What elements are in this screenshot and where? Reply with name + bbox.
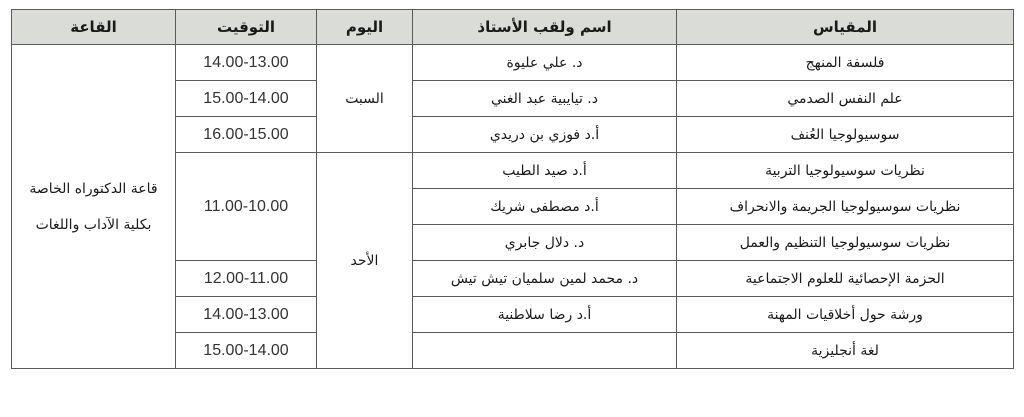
time-cell: 12.00-11.00: [175, 260, 317, 297]
professor-cell: د. تيايبية عبد الغني: [412, 80, 677, 117]
header-day: اليوم: [316, 9, 413, 45]
professor-cell: د. محمد لمين سلميان تيش تيش: [412, 260, 677, 297]
time-cell: 11.00-10.00: [175, 152, 317, 261]
course-cell: سوسيولوجيا العُنف: [676, 116, 1014, 153]
header-row: المقياس اسم ولقب الأستاذ اليوم التوقيت ا…: [11, 9, 1014, 45]
time-cell: 14.00-13.00: [175, 296, 317, 333]
time-cell: 15.00-14.00: [175, 332, 317, 369]
course-cell: نظريات سوسيولوجيا التربية: [676, 152, 1014, 189]
professor-cell: د. دلال جابري: [412, 224, 677, 261]
professor-cell: أ.د مصطفى شريك: [412, 188, 677, 225]
header-time: التوقيت: [175, 9, 317, 45]
table-row: نظريات سوسيولوجيا التنظيم والعمل د. دلال…: [12, 224, 1014, 261]
day-cell: الأحد: [316, 152, 413, 369]
header-course: المقياس: [676, 9, 1014, 45]
header-hall: القاعة: [11, 9, 176, 45]
professor-cell: د. علي عليوة: [412, 44, 677, 81]
table-row: علم النفس الصدمي د. تيايبية عبد الغني 15…: [12, 80, 1014, 117]
time-cell: 15.00-14.00: [175, 80, 317, 117]
course-cell: علم النفس الصدمي: [676, 80, 1014, 117]
course-cell: ورشة حول أخلاقيات المهنة: [676, 296, 1014, 333]
course-cell: فلسفة المنهج: [676, 44, 1014, 81]
table-row: نظريات سوسيولوجيا التربية أ.د صيد الطيب …: [12, 152, 1014, 369]
course-cell: لغة أنجليزية: [676, 332, 1014, 369]
course-cell: نظريات سوسيولوجيا التنظيم والعمل: [676, 224, 1014, 261]
table-row: الحزمة الإحصائية للعلوم الاجتماعية د. مح…: [12, 260, 1014, 297]
professor-cell: أ.د رضا سلاطنية: [412, 296, 677, 333]
day-cell: السبت: [316, 44, 413, 153]
table-row: سوسيولوجيا العُنف أ.د فوزي بن دريدي 16.0…: [12, 116, 1014, 153]
table-row: لغة أنجليزية 15.00-14.00: [12, 332, 1014, 369]
hall-cell: قاعة الدكتوراه الخاصة بكلية الآداب واللغ…: [11, 44, 176, 369]
table-row: فلسفة المنهج د. علي عليوة السبت 14.00-13…: [11, 44, 1014, 369]
table-row: نظريات سوسيولوجيا الجريمة والانحراف أ.د …: [12, 188, 1014, 225]
professor-cell: أ.د صيد الطيب: [412, 152, 677, 189]
header-professor: اسم ولقب الأستاذ: [412, 9, 677, 45]
time-cell: 16.00-15.00: [175, 116, 317, 153]
hall-text: قاعة الدكتوراه الخاصة بكلية الآداب واللغ…: [29, 180, 158, 233]
time-cell: 14.00-13.00: [175, 44, 317, 81]
table-row: ورشة حول أخلاقيات المهنة أ.د رضا سلاطنية…: [12, 296, 1014, 333]
professor-cell: أ.د فوزي بن دريدي: [412, 116, 677, 153]
course-cell: الحزمة الإحصائية للعلوم الاجتماعية: [676, 260, 1014, 297]
course-cell: نظريات سوسيولوجيا الجريمة والانحراف: [676, 188, 1014, 225]
professor-cell: [412, 332, 677, 369]
schedule-table: المقياس اسم ولقب الأستاذ اليوم التوقيت ا…: [11, 9, 1014, 369]
